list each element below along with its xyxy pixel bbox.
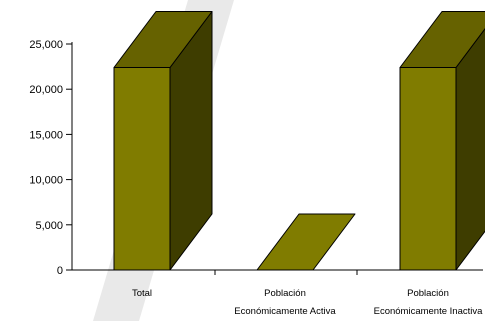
bar-3 bbox=[399, 11, 485, 271]
y-tick-label: 25,000 bbox=[29, 39, 63, 51]
category-label: Población Económicamente Inactiva bbox=[374, 288, 483, 317]
bar-top bbox=[399, 11, 485, 69]
y-tick-label: 0 bbox=[57, 265, 63, 277]
bar-top bbox=[256, 213, 356, 271]
bar-top bbox=[113, 11, 213, 69]
bar-2 bbox=[256, 213, 356, 271]
bar-1 bbox=[113, 11, 213, 271]
bar-front bbox=[113, 67, 171, 271]
y-tick-label: 15,000 bbox=[29, 129, 63, 141]
bar-front bbox=[399, 67, 457, 271]
bars bbox=[113, 11, 485, 271]
category-labels: Total Población Económicamente Activa Pobla… bbox=[132, 288, 483, 317]
y-tick-label: 5,000 bbox=[35, 220, 63, 232]
y-tick-label: 10,000 bbox=[29, 175, 63, 187]
y-tick-labels: 0 5,000 10,000 15,000 20,000 25,000 bbox=[29, 39, 63, 277]
axes bbox=[66, 42, 483, 275]
y-tick-label: 20,000 bbox=[29, 84, 63, 96]
category-label: Población Económicamente Activa bbox=[234, 288, 336, 317]
category-label: Total bbox=[132, 288, 152, 299]
